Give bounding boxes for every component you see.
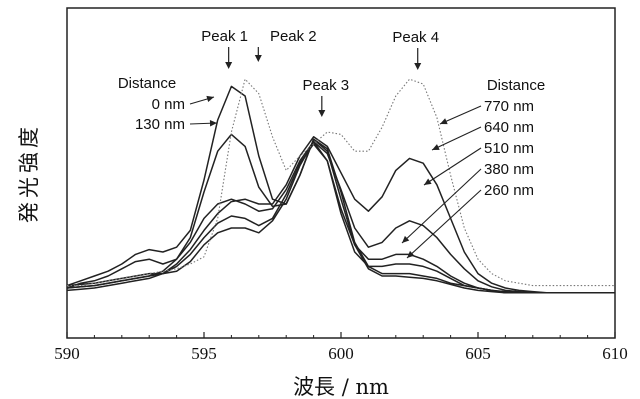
- peak-label-3: Peak 3: [302, 77, 349, 94]
- legend-right-entry-510nm: 510 nm: [484, 140, 534, 157]
- annotation-layer: Peak 1 Peak 2 Peak 3 Peak 4: [189, 28, 482, 259]
- series-line-640-nm: [66, 136, 615, 294]
- series-line-510-nm: [66, 140, 615, 294]
- legend-arrow-640nm: [431, 126, 482, 151]
- peak-arrowhead-2: [254, 55, 262, 62]
- x-tick-label-605: 605: [465, 344, 491, 363]
- legend-arrow-770nm-head: [440, 118, 448, 125]
- y-axis-title: 発光強度: [17, 123, 41, 223]
- x-tick-label-590: 590: [54, 344, 80, 363]
- x-tick-label-610: 610: [602, 344, 628, 363]
- legend-arrow-380nm-head: [402, 235, 410, 243]
- legend-arrow-510nm: [423, 147, 482, 186]
- peak-label-2: Peak 2: [270, 28, 317, 45]
- peak-arrowhead-1: [225, 62, 233, 69]
- x-tick-label-595: 595: [191, 344, 217, 363]
- peak-label-1: Peak 1: [201, 28, 248, 45]
- x-axis-title: 波長 / nm: [293, 375, 389, 399]
- peak-arrowhead-4: [414, 63, 422, 70]
- peak-arrowhead-3: [318, 110, 326, 117]
- legend-left-entry-0nm: 0 nm: [152, 96, 185, 113]
- legend-right-entry-770nm: 770 nm: [484, 98, 534, 115]
- legend-right-entry-640nm: 640 nm: [484, 119, 534, 136]
- x-tick-label-600: 600: [328, 344, 354, 363]
- legend-arrow-380nm: [401, 168, 482, 244]
- series-line-380-nm: [66, 143, 615, 294]
- peak-label-4: Peak 4: [392, 29, 439, 46]
- legend-right-title: Distance: [487, 77, 545, 94]
- legend-right-entry-260nm: 260 nm: [484, 182, 534, 199]
- legend-arrow-0nm-head: [206, 95, 214, 103]
- legend-left-entry-130nm: 130 nm: [135, 116, 185, 133]
- legend-arrow-260nm: [406, 189, 482, 259]
- legend-right-entry-380nm: 380 nm: [484, 161, 534, 178]
- legend-arrow-260nm-head: [407, 250, 415, 258]
- legend-arrow-770nm: [439, 105, 482, 125]
- legend-arrow-640nm-head: [432, 144, 440, 150]
- legend-arrow-130nm-head: [209, 120, 217, 127]
- legend-left-title: Distance: [118, 75, 176, 92]
- series-layer: [66, 78, 615, 294]
- legend-arrow-510nm-head: [424, 178, 432, 185]
- x-axis-ticks: 590 595 600 605 610: [54, 332, 628, 363]
